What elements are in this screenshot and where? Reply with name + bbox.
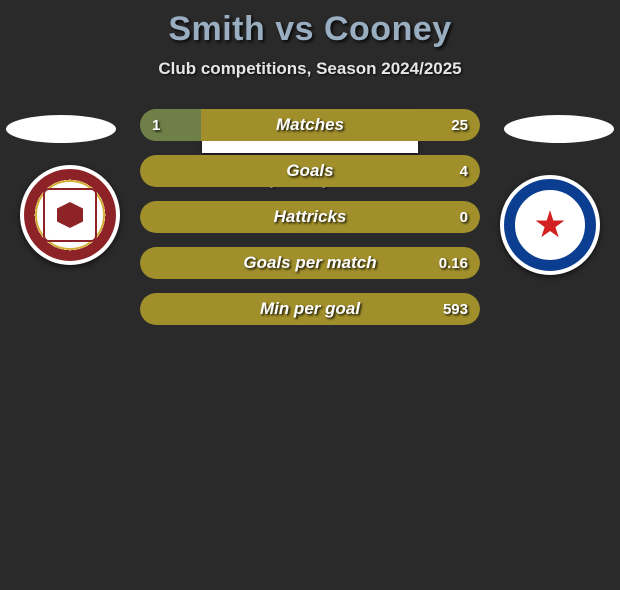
club-crest-left	[20, 165, 120, 265]
club-crest-right	[500, 175, 600, 275]
stat-label: Goals	[140, 155, 480, 187]
shadow-ellipse-right	[504, 115, 614, 143]
stat-bar: Hattricks0	[140, 201, 480, 233]
stat-value-right: 593	[443, 293, 468, 325]
stat-value-right: 25	[451, 109, 468, 141]
crest-inner	[43, 188, 97, 242]
stat-value-right: 0	[460, 201, 468, 233]
crest-inner	[526, 201, 574, 249]
shadow-ellipse-left	[6, 115, 116, 143]
stat-bar: Min per goal593	[140, 293, 480, 325]
stat-label: Hattricks	[140, 201, 480, 233]
stat-value-right: 0.16	[439, 247, 468, 279]
stat-bar: Matches1 25	[140, 109, 480, 141]
stat-label: Matches	[140, 109, 480, 141]
stat-value-left: 1	[152, 109, 160, 141]
stat-bar: Goals4	[140, 155, 480, 187]
stat-bars: Matches1 25 Goals4 Hattricks0 Goals per matc…	[140, 109, 480, 339]
stat-label: Goals per match	[140, 247, 480, 279]
stat-value-right: 4	[460, 155, 468, 187]
page-title: Smith vs Cooney	[0, 10, 620, 49]
subtitle: Club competitions, Season 2024/2025	[0, 59, 620, 79]
stat-bar: Goals per match0.16	[140, 247, 480, 279]
stat-label: Min per goal	[140, 293, 480, 325]
